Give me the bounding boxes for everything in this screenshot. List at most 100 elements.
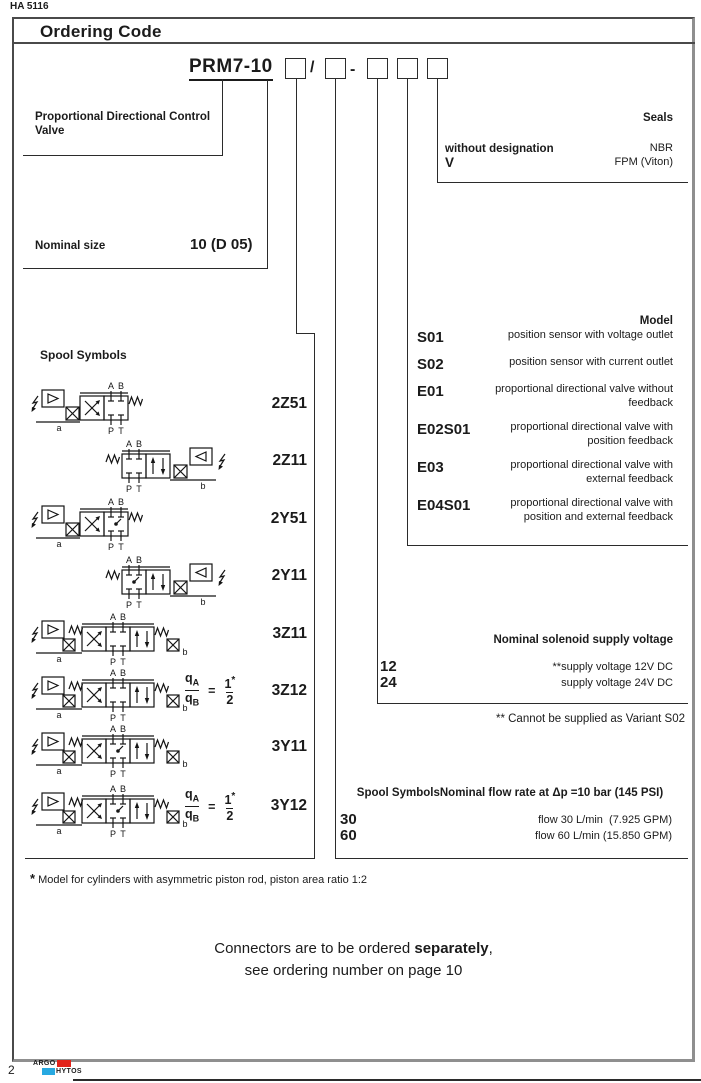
seals-box-left-border: [437, 79, 439, 183]
spool-code-2Y51: 2Y51: [270, 510, 307, 527]
connectors-note: Connectors are to be ordered separately,…: [12, 938, 695, 982]
flow-row: 60 flow 60 L/min (15.850 GPM): [340, 827, 672, 844]
ratio-rhs-num: 1*: [224, 675, 236, 692]
ratio-rhs-num: 1*: [224, 791, 236, 808]
nominal-size-value: 10 (D 05): [190, 236, 253, 253]
flow-code: 30: [340, 811, 357, 828]
flow-desc: flow 30 L/min (7.925 GPM): [538, 814, 672, 826]
model-desc: proportional directional valve with exte…: [510, 459, 673, 485]
ratio-equals: =: [208, 799, 216, 814]
model-box-bottom: [407, 545, 688, 547]
voltage-box-left-border: [377, 79, 379, 704]
svg-text:T: T: [118, 426, 124, 436]
seals-header: Seals: [642, 112, 673, 124]
model-row: E01 proportional directional valve witho…: [417, 383, 673, 410]
connectors-note-line2: see ordering number on page 10: [244, 962, 463, 979]
spool-code-2Y11: 2Y11: [271, 567, 307, 584]
svg-text:T: T: [120, 657, 126, 667]
flow-ratio-3Z12: qA qB = 1* 2: [185, 672, 235, 709]
svg-text:P: P: [110, 657, 116, 667]
svg-text:a: a: [56, 539, 61, 549]
footer-rule: [73, 1079, 701, 1081]
svg-text:B: B: [120, 612, 126, 622]
logo-text-hytos: HYTOS: [56, 1068, 82, 1075]
seals-desc: NBR: [649, 142, 673, 154]
svg-text:P: P: [108, 542, 114, 552]
seals-code: V: [445, 155, 455, 170]
model-code: S02: [417, 356, 444, 373]
model-desc: proportional directional valve with posi…: [510, 421, 673, 447]
flow-row: 30 flow 30 L/min (7.925 GPM): [340, 811, 672, 828]
connector-line-spool: [296, 79, 298, 334]
flow-ratio-3Y12: qA qB = 1* 2: [185, 788, 235, 825]
model-row: S02 position sensor with current outlet: [417, 356, 673, 373]
nominal-size-label: Nominal size: [35, 240, 106, 252]
page-number: 2: [8, 1063, 15, 1077]
svg-text:b: b: [182, 647, 187, 657]
model-desc: proportional directional valve with posi…: [510, 497, 673, 523]
svg-text:b: b: [182, 703, 187, 713]
footnote-text: Model for cylinders with asymmetric pist…: [38, 874, 368, 886]
voltage-header: Nominal solenoid supply voltage: [493, 634, 673, 646]
document-code: HA 5116: [10, 1, 49, 12]
flow-desc: flow 60 L/min (15.850 GPM): [535, 830, 672, 842]
seals-box-bottom: [437, 182, 688, 184]
page-title: Ordering Code: [40, 22, 162, 41]
product-label: Proportional Directional Control Valve: [35, 111, 211, 137]
svg-text:b: b: [182, 819, 187, 829]
svg-text:P: P: [108, 426, 114, 436]
svg-text:b: b: [182, 759, 187, 769]
model-row: E04S01 proportional directional valve wi…: [417, 497, 673, 524]
ratio-numerator: qA: [185, 671, 200, 688]
seals-row: V FPM (Viton): [445, 156, 673, 170]
svg-text:B: B: [118, 381, 124, 391]
model-code: E01: [417, 383, 444, 400]
svg-text:a: a: [56, 423, 61, 433]
flow-code: 60: [340, 827, 357, 844]
connector-line-nominal: [267, 80, 269, 269]
voltage-code: 12: [380, 658, 397, 675]
spool-code-3Z11: 3Z11: [272, 625, 307, 642]
svg-text:P: P: [110, 829, 116, 839]
svg-text:P: P: [110, 769, 116, 779]
svg-text:A: A: [126, 555, 132, 565]
model-code: E04S01: [417, 497, 471, 514]
model-row: E03 proportional directional valve with …: [417, 459, 673, 486]
voltage-box-bottom: [377, 703, 688, 705]
header-bar: [12, 17, 695, 44]
footnote-star: *: [30, 871, 36, 886]
ratio-denominator: qB: [185, 805, 200, 823]
svg-text:P: P: [126, 484, 132, 494]
svg-text:a: a: [56, 710, 61, 720]
svg-text:T: T: [136, 600, 142, 610]
model-code: S01: [417, 329, 444, 346]
voltage-footnote: ** Cannot be supplied as Variant S02: [495, 713, 685, 725]
argo-hytos-logo: ARGO HYTOS: [33, 1060, 82, 1075]
connector-jog-spool: [296, 333, 315, 335]
seals-desc: FPM (Viton): [614, 156, 673, 168]
svg-text:T: T: [120, 769, 126, 779]
svg-text:T: T: [136, 484, 142, 494]
nominal-underline: [23, 268, 267, 270]
voltage-row: 12 **supply voltage 12V DC: [380, 658, 673, 675]
svg-text:A: A: [110, 668, 116, 678]
connectors-note-line1: Connectors are to be ordered separately,: [214, 940, 493, 957]
model-code: E03: [417, 459, 444, 476]
svg-text:B: B: [120, 724, 126, 734]
seals-code: without designation: [445, 143, 554, 155]
seals-row: without designation NBR: [445, 142, 673, 156]
flow-header: Spool SymbolsNominal flow rate at Δp =10…: [356, 787, 664, 799]
svg-text:A: A: [108, 497, 114, 507]
svg-text:a: a: [56, 766, 61, 776]
voltage-code: 24: [380, 674, 397, 691]
voltage-row: 24 supply voltage 24V DC: [380, 674, 673, 691]
svg-text:b: b: [200, 481, 205, 491]
connector-line-product: [222, 79, 224, 156]
spool-code-2Z51: 2Z51: [271, 395, 307, 412]
spool-box-bottom: [25, 858, 314, 860]
